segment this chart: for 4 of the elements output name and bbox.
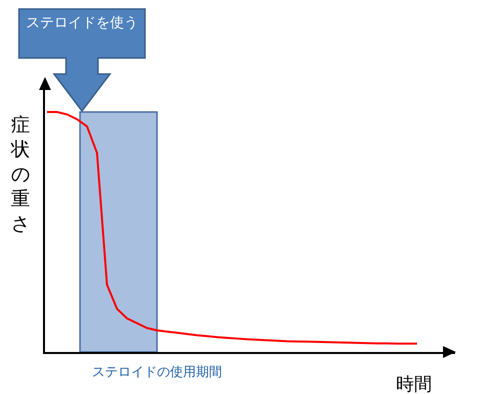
text: ステロイドを使う [25, 14, 139, 32]
y-axis-title: 症状の重さ [10, 111, 30, 236]
text: ステロイドの使用期間 [92, 362, 222, 380]
x-axis-title: 時間 [396, 372, 432, 394]
